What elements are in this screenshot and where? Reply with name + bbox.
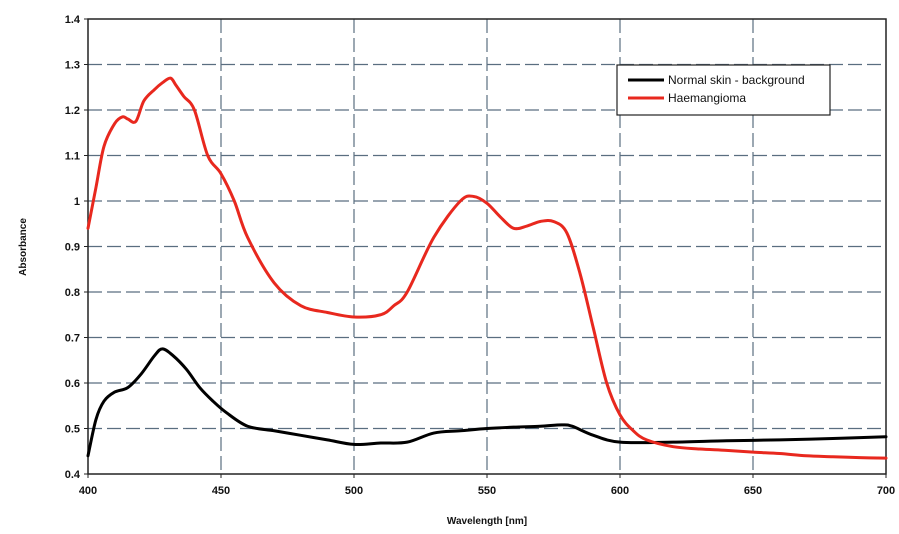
axis-ticks: 400 450 500 550 600 650 700 0.4 0.5 0.6 0.7 0.8 0.9 1… — [65, 14, 895, 497]
grid — [88, 19, 886, 474]
series-line-haemangioma — [86, 76, 888, 460]
y-tick-label-1.3: 1.3 — [65, 60, 80, 72]
legend-label-haemangioma: Haemangioma — [668, 91, 746, 105]
y-tick-label-1.2: 1.2 — [65, 105, 80, 117]
x-axis-title: Wavelength [nm] — [447, 516, 527, 527]
x-tick-label-450: 450 — [212, 485, 230, 497]
y-tick-label-1: 1 — [74, 196, 80, 208]
y-tick-label-0.4: 0.4 — [65, 469, 81, 481]
y-tick-label-1.1: 1.1 — [65, 151, 80, 163]
y-tick-label-0.5: 0.5 — [65, 424, 80, 436]
x-tick-label-400: 400 — [79, 485, 97, 497]
x-tick-label-500: 500 — [345, 485, 363, 497]
x-tick-label-550: 550 — [478, 485, 496, 497]
legend-label-normal-skin: Normal skin - background — [668, 73, 805, 87]
legend: Normal skin - background Haemangioma — [616, 64, 831, 116]
x-tick-label-600: 600 — [611, 485, 629, 497]
y-tick-label-0.7: 0.7 — [65, 333, 80, 345]
legend-box — [616, 64, 831, 116]
series-line-normal-skin — [86, 347, 888, 458]
y-tick-label-0.9: 0.9 — [65, 242, 80, 254]
series-lines — [86, 76, 888, 460]
x-tick-label-700: 700 — [877, 485, 895, 497]
y-axis-title: Absorbance — [18, 218, 29, 276]
y-tick-label-0.8: 0.8 — [65, 287, 80, 299]
y-tick-label-0.6: 0.6 — [65, 378, 80, 390]
x-tick-label-650: 650 — [744, 485, 762, 497]
y-tick-label-1.4: 1.4 — [65, 14, 81, 26]
